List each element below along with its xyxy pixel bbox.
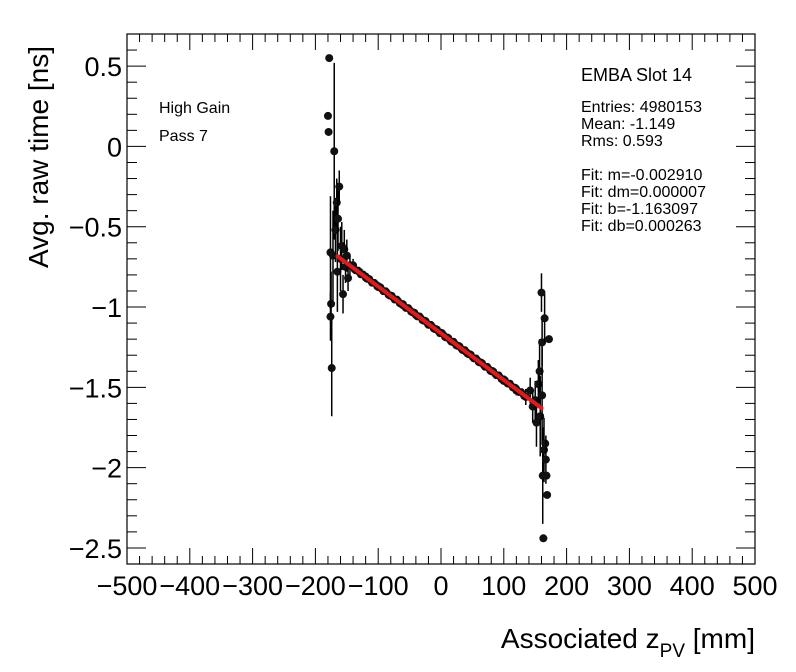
- data-point: [324, 127, 333, 136]
- data-point: [326, 312, 335, 321]
- stats-title: EMBA Slot 14: [581, 65, 692, 85]
- y-tick-label: −1: [91, 293, 122, 323]
- y-tick-labels: 0.5 0 −0.5 −1 −1.5 −2 −2.5: [69, 52, 122, 564]
- data-point: [325, 54, 334, 63]
- y-tick-label: −2: [91, 454, 122, 484]
- stats-line: Fit: b=-1.163097: [581, 201, 698, 218]
- y-tick-label: 0.5: [84, 52, 122, 82]
- plot-frame: [126, 33, 756, 565]
- data-point: [342, 251, 351, 260]
- stats-line: Fit: dm=0.000007: [581, 184, 706, 201]
- x-tick-label: 200: [544, 571, 589, 601]
- stats-line: Fit: m=-0.002910: [581, 167, 703, 184]
- data-point: [545, 335, 554, 344]
- x-tick-label: −200: [285, 571, 346, 601]
- x-axis-title-subscript: PV: [660, 641, 686, 662]
- data-points: [323, 54, 554, 543]
- x-tick-label: −100: [348, 571, 409, 601]
- x-axis-title: Associated zPV [mm]: [501, 623, 755, 662]
- x-axis-ticks: [126, 34, 756, 564]
- data-point: [542, 471, 551, 480]
- x-axis-title-unit: [mm]: [685, 623, 755, 654]
- data-point: [532, 418, 541, 427]
- data-point: [538, 391, 547, 400]
- fit-line: [335, 254, 544, 411]
- data-point: [327, 364, 336, 373]
- data-point: [333, 267, 342, 276]
- stats-line: Fit: db=0.000263: [581, 218, 702, 235]
- y-tick-label: −2.5: [69, 534, 122, 564]
- x-tick-label: −500: [97, 571, 158, 601]
- x-tick-label: −300: [222, 571, 283, 601]
- data-point: [334, 214, 343, 223]
- y-tick-label: −0.5: [69, 213, 122, 243]
- data-point: [330, 147, 339, 156]
- data-point: [344, 274, 353, 283]
- y-tick-label: 0: [107, 132, 122, 162]
- stats-line: Rms: 0.593: [581, 133, 663, 150]
- data-point: [539, 534, 548, 543]
- data-point: [339, 290, 348, 299]
- x-tick-label: 500: [732, 571, 777, 601]
- data-point: [536, 412, 545, 421]
- x-axis-title-main: Associated z: [501, 623, 660, 654]
- x-tick-label: 300: [607, 571, 652, 601]
- y-tick-label: −1.5: [69, 373, 122, 403]
- annotation-line: Pass 7: [159, 128, 208, 145]
- x-tick-label: 100: [481, 571, 526, 601]
- data-point: [543, 490, 552, 499]
- data-point: [534, 380, 543, 389]
- data-point: [323, 111, 332, 120]
- stats-line: Mean: -1.149: [581, 116, 675, 133]
- data-point: [537, 288, 546, 297]
- stats-line: Entries: 4980153: [581, 99, 702, 116]
- y-axis-title: Avg. raw time [ns]: [23, 46, 54, 268]
- data-point: [540, 314, 549, 323]
- x-tick-label: 400: [670, 571, 715, 601]
- x-tick-label: 0: [433, 571, 448, 601]
- data-point: [541, 455, 550, 464]
- annotation-line: High Gain: [159, 100, 230, 117]
- run-annotation: High Gain Pass 7: [159, 100, 230, 145]
- x-tick-labels: −500 −400 −300 −200 −100 0 100 200 300 400 500: [97, 571, 778, 601]
- data-point: [335, 182, 344, 191]
- x-tick-label: −400: [159, 571, 220, 601]
